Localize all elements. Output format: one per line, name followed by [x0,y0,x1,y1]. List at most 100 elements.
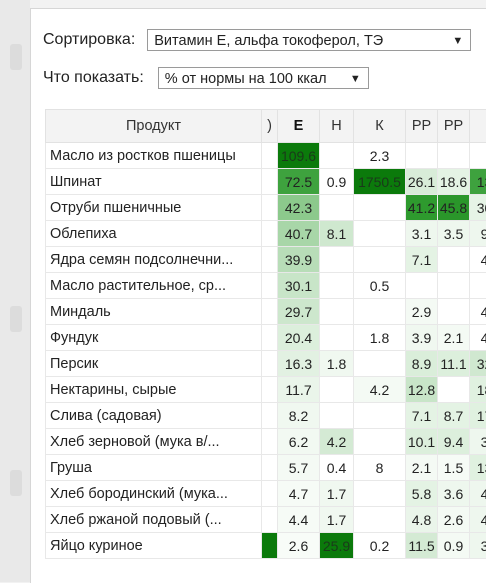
nutrient-value-cell: 1.8 [354,325,406,351]
column-header[interactable]: РР [438,110,470,143]
nutrient-value-cell [262,351,278,377]
nutrient-value-cell [354,299,406,325]
nutrient-value-cell [320,403,354,429]
nutrient-value-cell: 3 [470,429,486,455]
column-header[interactable] [470,110,486,143]
nutrient-value-cell: 72.5 [278,169,320,195]
nutrient-value-cell: 3 [470,533,486,559]
product-name[interactable]: Хлеб ржаной подовый (... [46,507,262,533]
nutrient-value-cell [262,429,278,455]
nutrient-value-cell: 12.8 [406,377,438,403]
nutrient-value-cell: 32 [470,351,486,377]
table-row[interactable]: Слива (садовая)8.27.18.717 [46,403,486,429]
nutrient-value-cell: 4.7 [278,481,320,507]
product-name[interactable]: Яйцо куриное [46,533,262,559]
nutrient-value-cell [320,195,354,221]
nutrient-value-cell: 0.4 [320,455,354,481]
show-label: Что показать: [43,69,144,87]
product-name[interactable]: Масло растительное, ср... [46,273,262,299]
product-name[interactable]: Слива (садовая) [46,403,262,429]
table-row[interactable]: Масло растительное, ср... 30.1 0.5 [46,273,486,299]
left-gutter [0,0,30,582]
nutrient-value-cell: 5.7 [278,455,320,481]
nutrient-value-cell: 42.3 [278,195,320,221]
product-name[interactable]: Ядра семян подсолнечни... [46,247,262,273]
nutrient-value-cell: 2.1 [406,455,438,481]
column-header[interactable]: К [354,110,406,143]
product-name[interactable]: Фундук [46,325,262,351]
nutrient-value-cell: 1.7 [320,507,354,533]
nutrient-value-cell: 18.6 [438,169,470,195]
nutrient-value-cell [262,247,278,273]
nutrient-value-cell: 11.5 [406,533,438,559]
product-name[interactable]: Облепиха [46,221,262,247]
nutrient-value-cell: 11.7 [278,377,320,403]
nutrient-value-cell: 6.2 [278,429,320,455]
column-header[interactable]: РР [406,110,438,143]
nutrient-value-cell: 40.7 [278,221,320,247]
nutrient-value-cell: 4 [470,247,486,273]
product-name[interactable]: Хлеб зерновой (мука в/... [46,429,262,455]
nutrient-value-cell [470,273,486,299]
table-row[interactable]: Ядра семян подсолнечни...39.97.14 [46,247,486,273]
nutrient-value-cell: 0.9 [320,169,354,195]
product-name[interactable]: Хлеб бородинский (мука... [46,481,262,507]
nutrient-value-cell [320,377,354,403]
nutrient-value-cell [438,273,470,299]
nutrient-value-cell: 1750.5 [354,169,406,195]
column-header[interactable]: Н [320,110,354,143]
product-name[interactable]: Шпинат [46,169,262,195]
sort-select[interactable]: Витамин Е, альфа токоферол, ТЭ ▼ [147,29,471,51]
nutrient-value-cell: 3.9 [406,325,438,351]
nutrient-value-cell: 30.1 [278,273,320,299]
product-name[interactable]: Отруби пшеничные [46,195,262,221]
nutrient-value-cell [262,533,278,559]
nutrient-value-cell [354,195,406,221]
nutrient-value-cell: 7.1 [406,403,438,429]
nutrient-value-cell: 2.9 [406,299,438,325]
product-name[interactable]: Миндаль [46,299,262,325]
nutrient-value-cell: 3.1 [406,221,438,247]
nutrient-value-cell: 4.2 [320,429,354,455]
nutrient-value-cell: 10.1 [406,429,438,455]
column-header[interactable]: E [278,110,320,143]
product-name[interactable]: Груша [46,455,262,481]
table-row[interactable]: Хлеб ржаной подовый (...4.41.74.82.64 [46,507,486,533]
content-panel: Сортировка: Витамин Е, альфа токоферол, … [30,8,486,583]
nutrient-value-cell [354,403,406,429]
nutrient-value-cell [320,325,354,351]
nutrient-value-cell: 11.1 [438,351,470,377]
nutrient-value-cell [354,481,406,507]
product-name[interactable]: Масло из ростков пшеницы [46,143,262,169]
table-row[interactable]: Хлеб зерновой (мука в/...6.24.210.19.43 [46,429,486,455]
nutrient-value-cell [320,143,354,169]
column-header-product[interactable]: Продукт [46,110,262,143]
column-header[interactable]: ) [262,110,278,143]
gutter-mark [10,44,22,70]
nutrient-value-cell: 0.5 [354,273,406,299]
product-name[interactable]: Персик [46,351,262,377]
nutrient-value-cell: 18 [470,377,486,403]
nutrient-value-cell: 3.6 [438,481,470,507]
show-select[interactable]: % от нормы на 100 ккал ▼ [158,67,369,89]
nutrient-value-cell [262,273,278,299]
nutrient-value-cell [354,351,406,377]
sort-row: Сортировка: Витамин Е, альфа токоферол, … [43,29,471,51]
nutrient-value-cell: 0.9 [438,533,470,559]
nutrient-value-cell [262,195,278,221]
table-row[interactable]: Хлеб бородинский (мука...4.71.75.83.64 [46,481,486,507]
nutrient-value-cell [320,273,354,299]
nutrient-value-cell [470,143,486,169]
product-name[interactable]: Нектарины, сырые [46,377,262,403]
